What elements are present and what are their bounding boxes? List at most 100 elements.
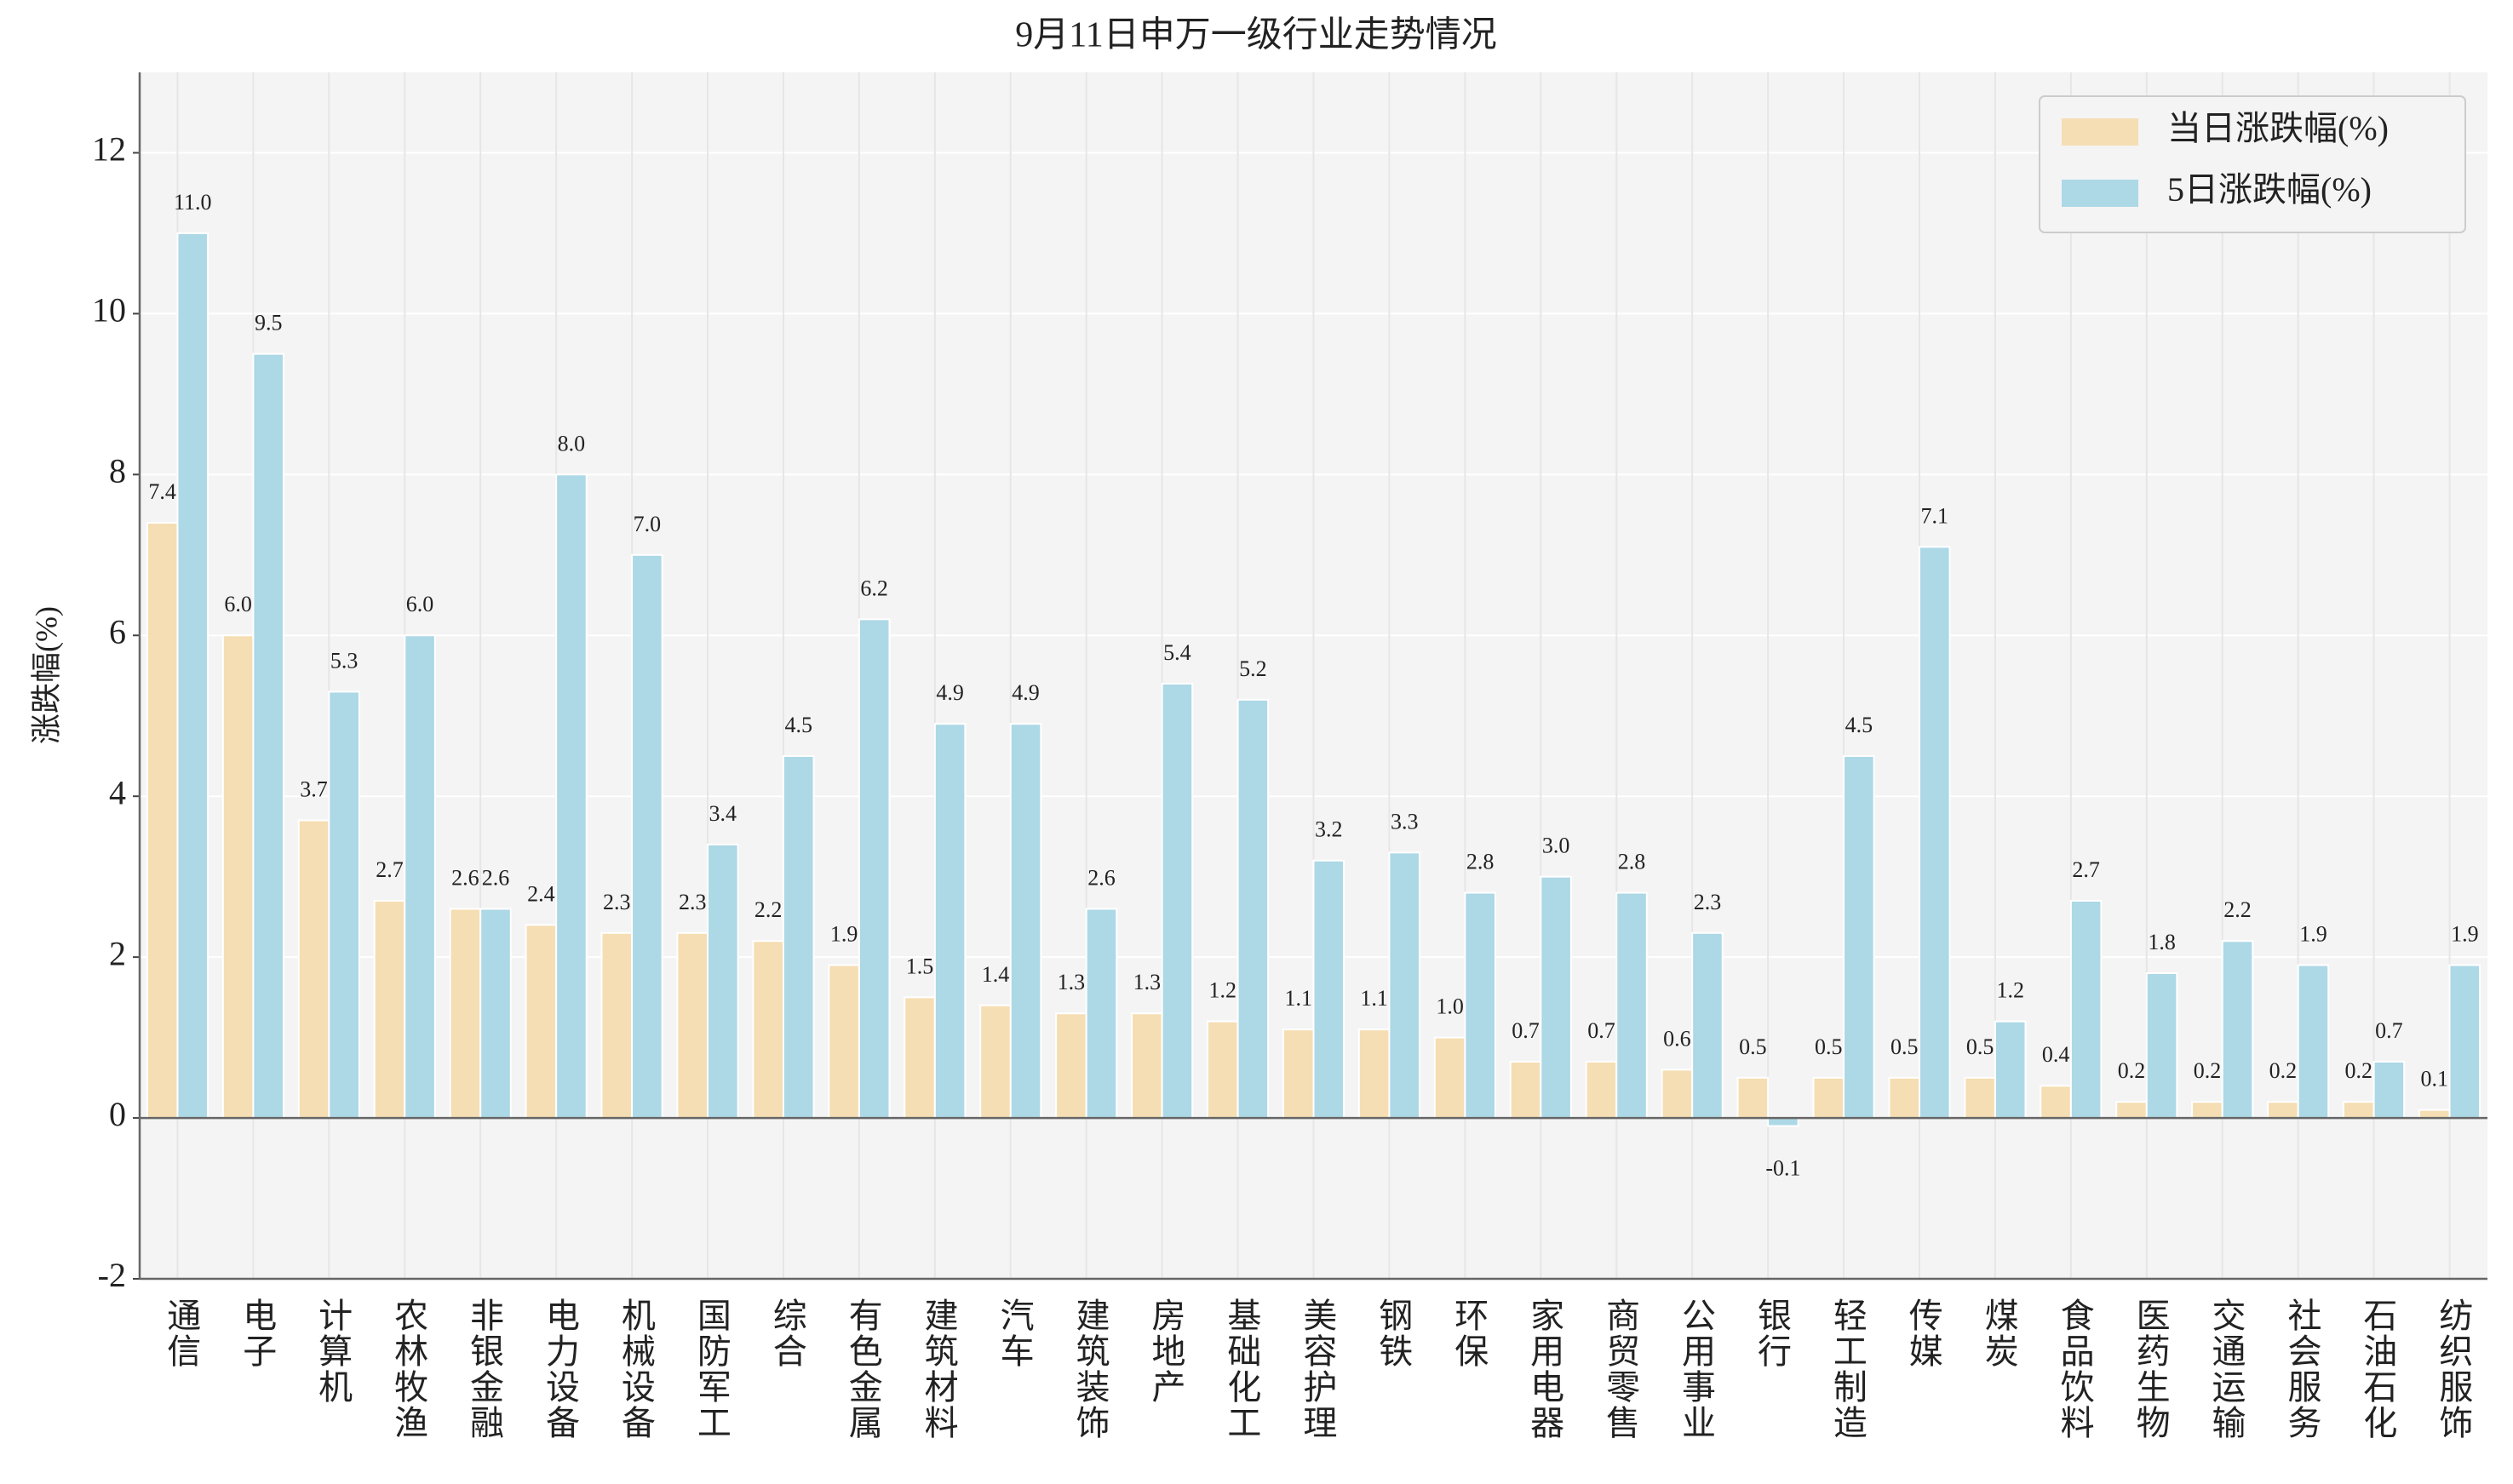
bar bbox=[1615, 891, 1648, 1120]
value-label: 0.7 bbox=[1512, 1018, 1540, 1043]
x-tick-label: 计算机 bbox=[313, 1298, 352, 1405]
bar bbox=[525, 924, 558, 1120]
bar bbox=[555, 473, 588, 1120]
x-tick-label: 房地产 bbox=[1146, 1298, 1185, 1405]
value-label: 0.5 bbox=[1966, 1034, 1994, 1059]
value-label: 1.5 bbox=[906, 954, 934, 978]
bar bbox=[1964, 1076, 1996, 1120]
x-tick-label: 美容护理 bbox=[1298, 1298, 1336, 1441]
value-label: 0.5 bbox=[1815, 1034, 1843, 1059]
value-label: 2.8 bbox=[1466, 850, 1495, 874]
value-label: 0.1 bbox=[2420, 1067, 2448, 1092]
x-tick-label: 国防军工 bbox=[692, 1298, 731, 1441]
x-tick-label: 交通运输 bbox=[2207, 1298, 2246, 1441]
legend-box bbox=[2039, 95, 2466, 233]
x-tick-label: 医药生物 bbox=[2131, 1298, 2170, 1441]
value-label: 0.2 bbox=[2194, 1058, 2222, 1083]
bar bbox=[1388, 851, 1421, 1120]
x-tick-label: 钢铁 bbox=[1374, 1298, 1412, 1369]
value-label: 8.0 bbox=[558, 431, 586, 456]
y-tick-label: 12 bbox=[92, 130, 126, 169]
bar bbox=[782, 754, 815, 1120]
x-tick-label: 传媒 bbox=[1904, 1298, 1943, 1369]
legend-swatch bbox=[2062, 180, 2138, 207]
bar bbox=[1009, 723, 1042, 1120]
y-axis-label: 涨跌幅(%) bbox=[29, 606, 63, 744]
bar bbox=[904, 996, 936, 1120]
value-label: 7.1 bbox=[1921, 503, 1949, 528]
y-tick-label: 2 bbox=[109, 934, 126, 972]
bar bbox=[1085, 908, 1118, 1120]
value-label: 0.6 bbox=[1663, 1026, 1691, 1051]
value-label: 0.5 bbox=[1739, 1034, 1767, 1059]
value-label: 0.2 bbox=[2345, 1058, 2373, 1083]
x-tick-label: 食品饮料 bbox=[2056, 1298, 2095, 1441]
bar bbox=[1540, 875, 1572, 1120]
value-label: 1.8 bbox=[2148, 930, 2176, 954]
bar bbox=[2040, 1085, 2072, 1120]
value-label: 1.2 bbox=[1996, 978, 2024, 1003]
value-label: 1.9 bbox=[2451, 922, 2479, 947]
x-tick-label: 商贸零售 bbox=[1601, 1298, 1639, 1441]
bar bbox=[1767, 1117, 1799, 1127]
value-label: 2.6 bbox=[482, 865, 510, 890]
bar bbox=[2191, 1101, 2223, 1120]
value-label: 2.3 bbox=[1694, 890, 1722, 914]
value-label: 1.0 bbox=[1436, 994, 1464, 1019]
bar bbox=[933, 723, 967, 1120]
x-tick-label: 有色金属 bbox=[844, 1298, 882, 1441]
bar bbox=[2145, 972, 2178, 1120]
bar bbox=[449, 908, 482, 1120]
bar bbox=[1843, 754, 1875, 1120]
bar bbox=[676, 931, 709, 1120]
value-label: 1.1 bbox=[1284, 986, 1312, 1011]
value-label: 5.2 bbox=[1239, 656, 1267, 681]
x-tick-label: 基础化工 bbox=[1222, 1298, 1260, 1441]
value-label: 2.6 bbox=[1087, 865, 1116, 890]
value-label: 6.0 bbox=[406, 592, 434, 616]
y-tick-label: 8 bbox=[109, 452, 126, 490]
x-tick-label: 家用电器 bbox=[1525, 1298, 1563, 1441]
x-tick-label: 非银金融 bbox=[465, 1298, 503, 1441]
value-label: 4.9 bbox=[936, 680, 964, 705]
value-label: 5.3 bbox=[330, 648, 359, 673]
y-tick-label: 4 bbox=[109, 773, 126, 811]
value-label: 0.2 bbox=[2269, 1058, 2298, 1083]
bar bbox=[1433, 1036, 1466, 1120]
bar bbox=[1131, 1012, 1163, 1120]
value-label: 0.2 bbox=[2118, 1058, 2146, 1083]
value-label: 6.0 bbox=[224, 592, 252, 616]
x-tick-label: 农林牧渔 bbox=[389, 1298, 427, 1441]
bar bbox=[1918, 546, 1951, 1120]
x-tick-label: 环保 bbox=[1449, 1298, 1489, 1369]
value-label: 1.3 bbox=[1133, 970, 1162, 994]
legend-label: 当日涨跌幅(%) bbox=[2167, 109, 2389, 147]
x-tick-label: 纺织服饰 bbox=[2434, 1298, 2472, 1441]
bar bbox=[1812, 1076, 1845, 1120]
bar bbox=[1357, 1028, 1391, 1120]
legend-swatch bbox=[2062, 118, 2138, 146]
y-tick-label: 6 bbox=[109, 612, 126, 650]
bar bbox=[752, 940, 784, 1120]
bar bbox=[176, 232, 209, 1120]
value-label: 1.3 bbox=[1058, 970, 1086, 994]
x-tick-label: 社会服务 bbox=[2282, 1298, 2321, 1441]
bar bbox=[1888, 1076, 1920, 1120]
value-label: 2.2 bbox=[754, 897, 783, 922]
x-tick-label: 通信 bbox=[162, 1298, 200, 1369]
x-tick-label: 建筑装饰 bbox=[1071, 1298, 1110, 1441]
bar bbox=[404, 634, 436, 1120]
bar bbox=[252, 352, 284, 1120]
bar bbox=[2343, 1101, 2375, 1120]
bar bbox=[373, 900, 406, 1120]
bar bbox=[828, 964, 860, 1120]
bar bbox=[631, 553, 663, 1120]
bar bbox=[1236, 698, 1270, 1120]
value-label: 3.7 bbox=[300, 777, 328, 802]
value-label: 2.6 bbox=[451, 865, 479, 890]
bar bbox=[1585, 1060, 1618, 1120]
bar bbox=[2372, 1060, 2406, 1120]
bar bbox=[979, 1004, 1012, 1120]
bar bbox=[479, 908, 512, 1120]
